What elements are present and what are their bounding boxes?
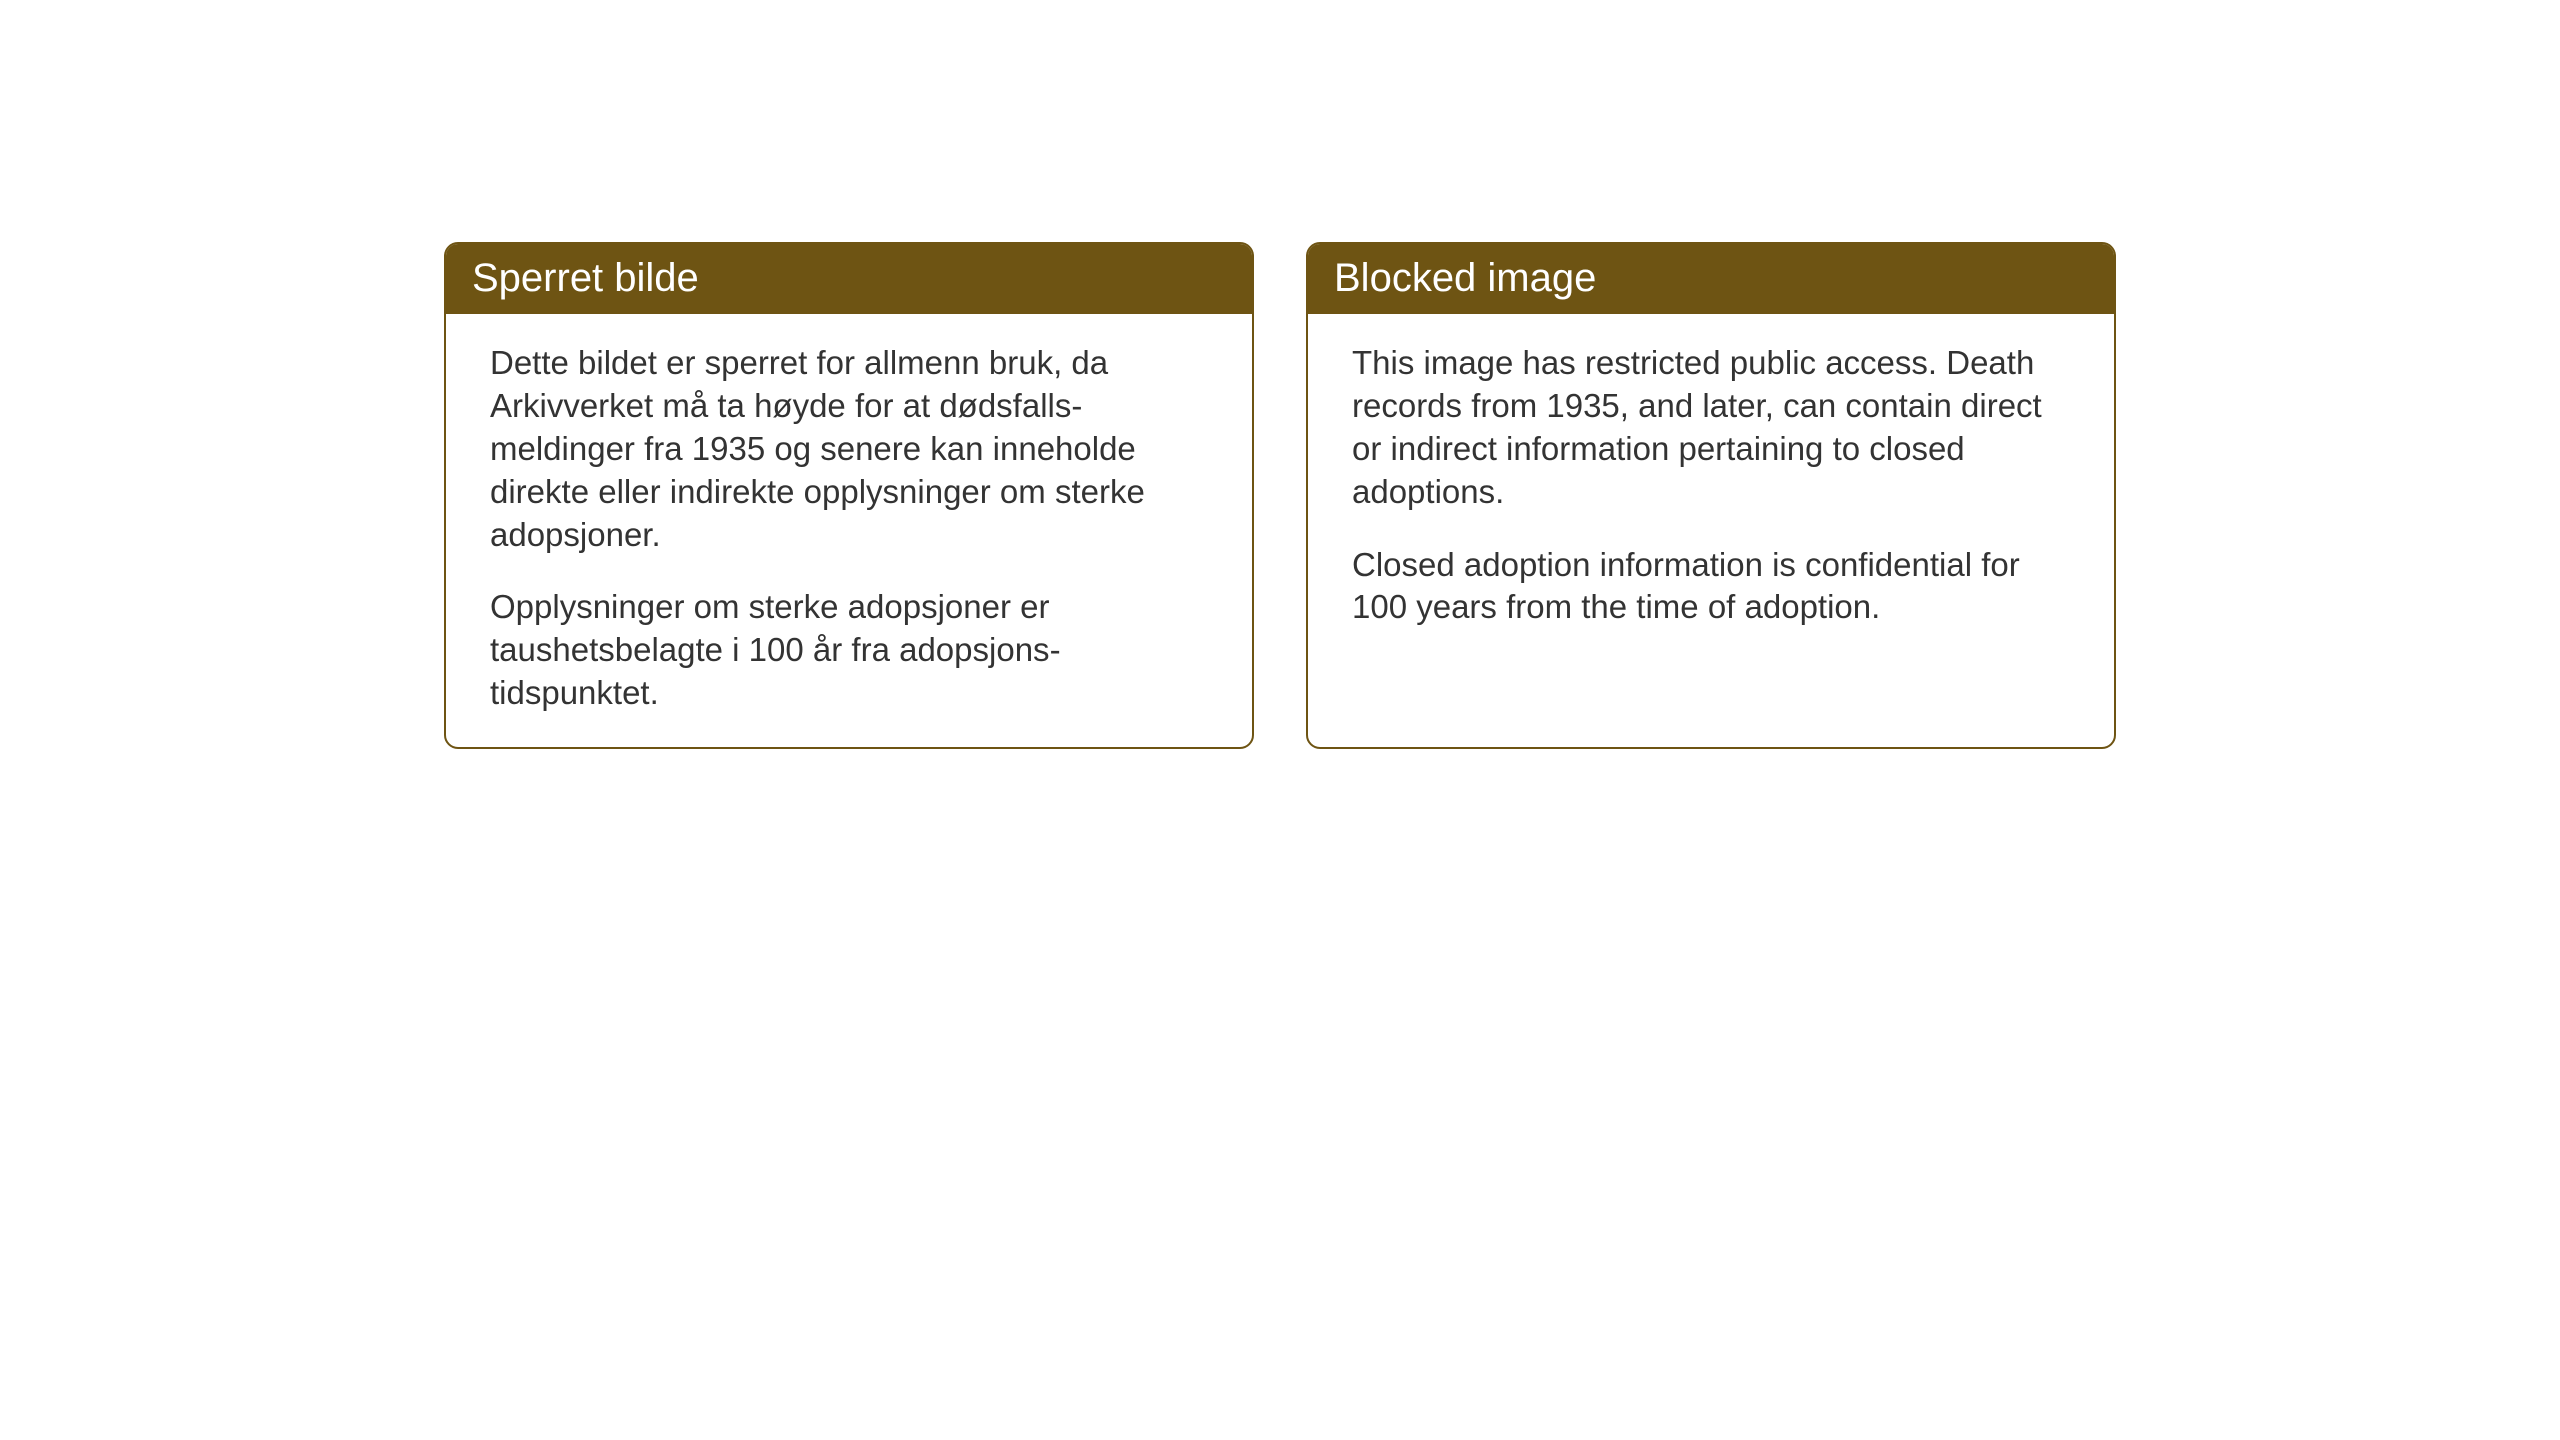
notice-paragraph: Opplysninger om sterke adopsjoner er tau… (490, 586, 1208, 715)
notice-card-body-norwegian: Dette bildet er sperret for allmenn bruk… (446, 314, 1252, 747)
notice-card-norwegian: Sperret bilde Dette bildet er sperret fo… (444, 242, 1254, 749)
notice-paragraph: Closed adoption information is confident… (1352, 544, 2070, 630)
notice-card-body-english: This image has restricted public access.… (1308, 314, 2114, 747)
notice-paragraph: Dette bildet er sperret for allmenn bruk… (490, 342, 1208, 556)
notice-paragraph: This image has restricted public access.… (1352, 342, 2070, 514)
notice-card-english: Blocked image This image has restricted … (1306, 242, 2116, 749)
notice-card-header-english: Blocked image (1308, 244, 2114, 314)
notice-card-header-norwegian: Sperret bilde (446, 244, 1252, 314)
notice-cards-container: Sperret bilde Dette bildet er sperret fo… (444, 242, 2116, 749)
